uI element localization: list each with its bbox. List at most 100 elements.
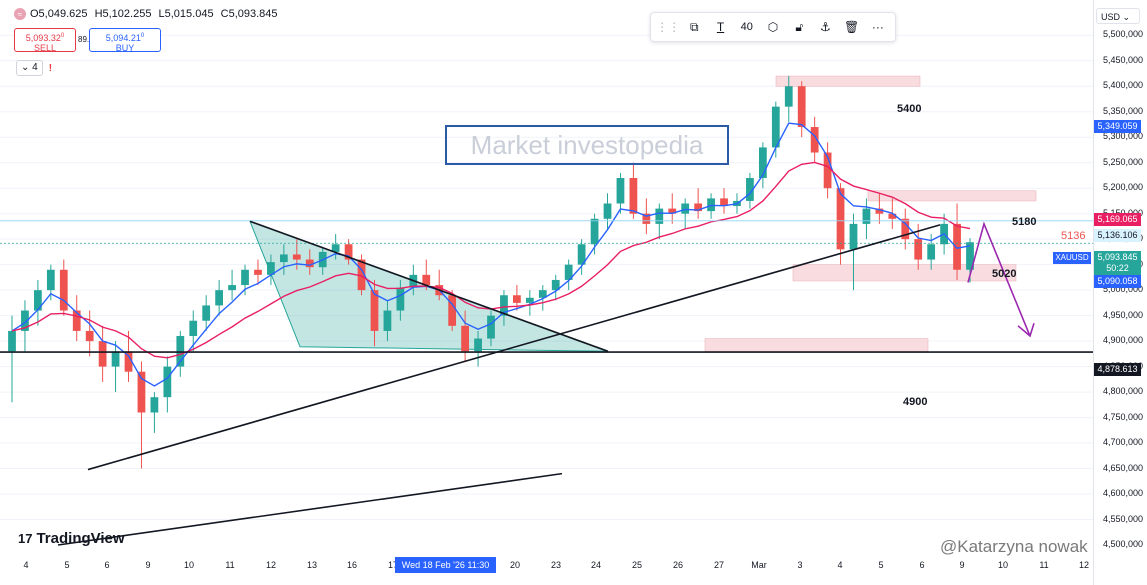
open-value: O5,049.625 (30, 8, 88, 20)
last-price-label: 5,093.845 (1094, 251, 1141, 264)
countdown-label: 50:22 (1094, 262, 1141, 275)
low-value: L5,015.045 (158, 8, 214, 20)
candle-body (875, 208, 884, 214)
candle-body (370, 290, 379, 331)
candle-body (797, 86, 806, 128)
sell-button[interactable]: 5,093.320 SELL (14, 28, 76, 53)
price-axis[interactable]: 4,500,000 4,550,000 4,600,000 4,650,000 4,70… (1093, 0, 1147, 585)
ohlc-header: ≈ O5,049.625 H5,102.255 L5,015.045 C5,09… (14, 8, 282, 20)
more-icon[interactable]: ··· (871, 20, 884, 34)
candle-body (616, 178, 625, 204)
candle-body (927, 244, 936, 260)
price-tick-label: 4,550,000 (1102, 513, 1143, 524)
candle-body (422, 274, 431, 286)
candle-body (448, 295, 457, 326)
time-tick-label: 26 (672, 560, 684, 570)
candle-body (487, 315, 495, 339)
level-5136-label: 5136 (1061, 230, 1086, 242)
candle-body (914, 239, 923, 260)
currency-label: USD (1101, 12, 1121, 22)
indicator-count: 4 (32, 62, 38, 73)
candle-body (758, 147, 767, 179)
price-tick-label: 4,600,000 (1102, 488, 1143, 499)
candle-body (551, 279, 560, 291)
level-5400-label: 5400 (897, 103, 922, 115)
candle-body (396, 287, 405, 311)
candle-body (305, 259, 314, 268)
candle-body (189, 320, 198, 337)
projection-arrowhead (1017, 323, 1035, 338)
candle-body (525, 297, 534, 303)
buy-button[interactable]: 5,094.210 BUY (89, 28, 161, 53)
candle-body (901, 218, 910, 240)
line-5136-price-label: 5,136.106 (1094, 229, 1141, 242)
watermark-text: Market investopedia (445, 125, 729, 165)
font-size-value[interactable]: 40 (740, 21, 753, 33)
candle-body (254, 269, 262, 275)
time-tick-label: 10 (997, 560, 1009, 570)
currency-selector[interactable]: USD ⌄ (1096, 8, 1140, 24)
buy-price-sup: 0 (140, 33, 145, 39)
candle-body (668, 208, 677, 214)
price-tick-label: 4,750,000 (1102, 411, 1143, 422)
symbol-icon[interactable]: ≈ (14, 8, 26, 20)
candle-body (137, 371, 146, 413)
ohlc-values: O5,049.625 H5,102.255 L5,015.045 C5,093.… (30, 8, 282, 20)
time-tick-label: 3 (797, 560, 803, 570)
warning-icon[interactable]: ! (48, 62, 53, 74)
price-tick-label: 5,250,000 (1102, 156, 1143, 167)
price-tick-label: 5,000,000 (1102, 284, 1143, 295)
candle-body (34, 290, 42, 311)
price-tick-label: 5,500,000 (1102, 29, 1143, 40)
candle-body (98, 341, 107, 367)
tradingview-logo[interactable]: 17 TradingView (18, 530, 125, 547)
price-tick-label: 4,700,000 (1102, 437, 1143, 448)
candlestick-series (8, 76, 974, 469)
drawing-toolbar: ⋮⋮ ⧉ T 40 ⬡ 🔓︎ ⚓︎ 🗑︎ ··· (650, 12, 896, 42)
price-tick-label: 4,950,000 (1102, 309, 1143, 320)
brand-name: TradingView (36, 530, 125, 547)
buy-label: BUY (115, 43, 135, 53)
level-4900-label: 4900 (903, 396, 928, 408)
price-tick-label: 4,800,000 (1102, 386, 1143, 397)
grip-icon[interactable]: ⋮⋮ (656, 20, 681, 34)
lock-icon[interactable]: 🔓︎ (795, 19, 804, 34)
settings-icon[interactable]: ⬡ (767, 20, 779, 34)
candle-body (784, 86, 793, 107)
time-tick-label: 12 (1078, 560, 1090, 570)
chart-grid (0, 34, 1093, 521)
candle-body (474, 338, 482, 352)
candle-body (59, 269, 68, 311)
candle-body (642, 213, 651, 224)
candle-body (810, 127, 819, 153)
candle-body (85, 330, 94, 342)
crosshair-date-label: Wed 18 Feb '26 11:30 (395, 557, 496, 573)
candle-body (953, 223, 961, 270)
candle-body (163, 366, 172, 398)
candle-body (590, 218, 599, 245)
candle-body (331, 244, 340, 252)
candle-body (228, 285, 236, 291)
time-tick-label: 17 (387, 560, 399, 570)
text-icon[interactable]: T (716, 20, 725, 34)
candle-body (8, 330, 16, 352)
price-tick-label: 4,500,000 (1102, 539, 1143, 549)
candle-body (849, 223, 858, 250)
price-chart[interactable] (0, 0, 1093, 585)
time-tick-label: 16 (346, 560, 358, 570)
price-tick-label: 5,300,000 (1102, 131, 1143, 142)
indicators-toggle[interactable]: ⌄ 4 (16, 60, 43, 76)
candle-body (966, 242, 974, 270)
time-tick-label: 24 (590, 560, 602, 570)
triangle-upper-line (249, 220, 609, 353)
buy-price: 5,094.21 (105, 33, 141, 43)
tv-mark-icon: 17 (18, 531, 33, 546)
spread-value: 89.0 (78, 35, 94, 44)
price-tick-label: 5,350,000 (1102, 105, 1143, 116)
template-icon[interactable]: ⧉ (690, 19, 699, 34)
candle-body (823, 152, 832, 189)
candle-body (267, 262, 275, 275)
candle-body (746, 178, 754, 201)
anchor-icon[interactable]: ⚓︎ (820, 20, 831, 34)
trash-icon[interactable]: 🗑︎ (844, 20, 860, 34)
